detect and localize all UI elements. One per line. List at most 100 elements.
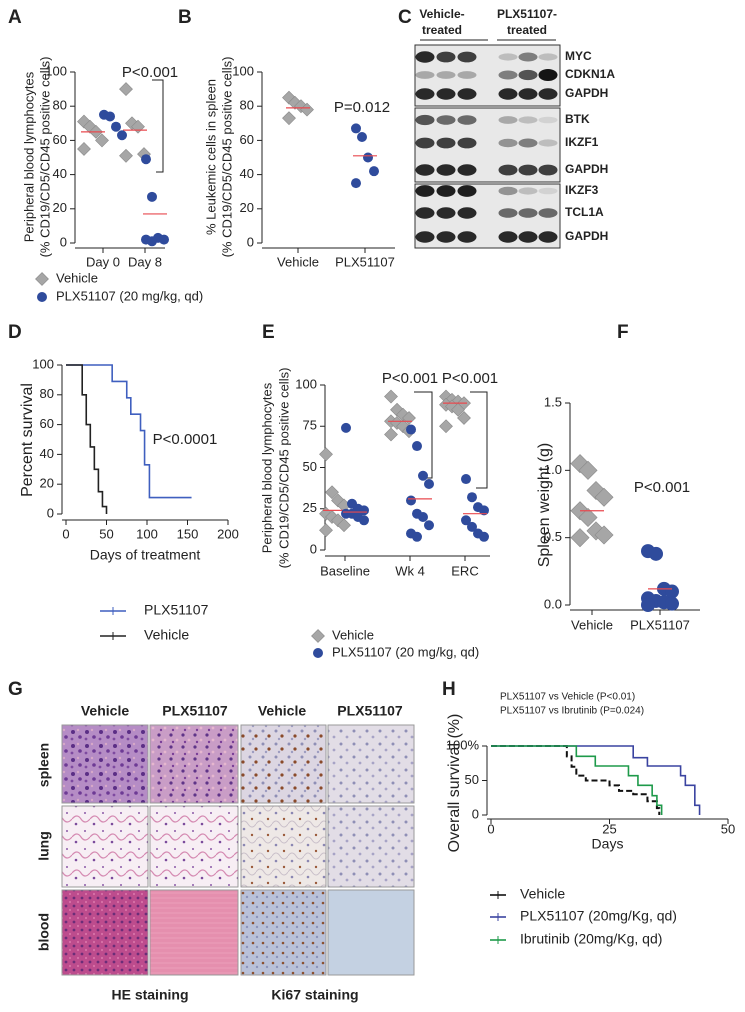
data-point — [665, 596, 679, 611]
blot-band — [498, 53, 518, 61]
row-label: spleen — [36, 743, 52, 787]
y-tick-label: 25 — [303, 500, 317, 515]
data-point — [461, 515, 471, 526]
y-tick-label: 1.0 — [544, 462, 562, 477]
data-point — [141, 154, 151, 165]
blot-group: treated — [507, 23, 547, 37]
annotation: P=0.012 — [334, 99, 390, 116]
legend-label: PLX51107 (20mg/Kg, qd) — [520, 908, 677, 924]
blot-row-label: CDKN1A — [565, 67, 615, 81]
blot-band — [457, 71, 477, 79]
data-point — [412, 441, 422, 452]
histology: Vehicle PLX51107 Vehicle PLX51107 spleen… — [36, 703, 415, 1003]
legend-label: Ibrutinib (20mg/Kg, qd) — [520, 931, 662, 947]
y-tick-label: 20 — [53, 200, 67, 215]
y-tick-label: 100% — [446, 737, 480, 752]
x-tick-label: Vehicle — [571, 617, 613, 632]
histology-image — [149, 889, 239, 976]
blot-band — [538, 231, 558, 243]
x-tick-label: 200 — [217, 526, 239, 541]
y-tick-label: 50 — [303, 459, 317, 474]
data-point — [111, 121, 121, 132]
data-point — [457, 411, 471, 425]
survival-line — [66, 364, 108, 514]
y-tick-label: 0 — [60, 234, 67, 249]
y-axis-title: Spleen weight (g) — [536, 443, 553, 568]
y-tick-label: 100 — [32, 356, 54, 371]
blot-band — [518, 164, 538, 176]
x-tick-label: Baseline — [320, 563, 370, 578]
blot-band — [457, 51, 477, 63]
blot-band — [538, 116, 558, 124]
blot-band — [415, 51, 435, 63]
blot-band — [518, 52, 538, 62]
blot-band — [518, 69, 538, 81]
data-point — [282, 111, 296, 126]
data-point — [424, 520, 434, 531]
blot-band — [518, 231, 538, 243]
blot-band — [415, 185, 435, 197]
blot-band — [538, 53, 558, 61]
blot-band — [498, 116, 518, 124]
column-header: PLX51107 — [337, 703, 403, 719]
blot-band — [457, 137, 477, 149]
x-tick-label: PLX51107 — [335, 254, 395, 269]
blot-band — [498, 164, 518, 176]
x-tick-label: Day 0 — [86, 254, 120, 269]
annotation: P<0.001 — [634, 479, 690, 496]
blot-band — [498, 231, 518, 243]
data-point — [351, 178, 361, 189]
data-point — [570, 528, 590, 548]
data-point — [578, 460, 598, 480]
annotation: P<0.001 — [442, 370, 498, 387]
data-point — [384, 427, 398, 442]
blot-band — [518, 187, 538, 195]
data-point — [412, 531, 422, 542]
data-point — [451, 402, 465, 417]
x-tick-label: 50 — [721, 821, 735, 836]
data-point — [424, 479, 434, 489]
blot-band — [518, 208, 538, 218]
data-point — [570, 454, 590, 474]
x-tick-label: 50 — [99, 526, 113, 541]
blot-headers: Vehicle- treated PLX51107- treated — [419, 7, 557, 41]
blot-row-label: TCL1A — [565, 205, 604, 219]
x-tick-label: 150 — [177, 526, 199, 541]
histology-image — [61, 724, 149, 804]
blot-band — [538, 139, 558, 147]
legend-marker — [37, 292, 47, 302]
blot-band — [415, 137, 435, 149]
y-tick-label: 60 — [240, 132, 254, 147]
blot-band — [436, 185, 456, 197]
data-point — [325, 485, 339, 500]
legend-label: PLX51107 (20 mg/kg, qd) — [56, 288, 203, 303]
panel-letter: G — [8, 679, 23, 700]
blot-band — [436, 88, 456, 100]
data-point — [479, 531, 489, 542]
histology-image — [61, 889, 149, 976]
blot-group: Vehicle- — [419, 7, 464, 21]
histology-image — [327, 724, 415, 804]
data-point — [418, 470, 428, 481]
blot-band — [457, 164, 477, 176]
annotation: PLX51107 vs Vehicle (P<0.01) — [500, 692, 635, 703]
y-tick-label: 80 — [240, 98, 254, 113]
y-axis-title: (% CD19/CD5/CD45 positive cells) — [37, 57, 52, 258]
data-point — [159, 234, 169, 245]
blot-band — [498, 138, 518, 148]
survival-line — [491, 745, 661, 815]
y-tick-label: 80 — [40, 386, 54, 401]
blot-row-label: MYC — [565, 49, 592, 63]
x-tick-label: ERC — [451, 563, 478, 578]
y-tick-label: 40 — [53, 166, 67, 181]
x-axis-title: Days — [592, 836, 624, 852]
row-label: blood — [36, 913, 52, 951]
x-tick-label: Wk 4 — [395, 563, 425, 578]
blot-band — [538, 164, 558, 176]
blot-band — [538, 208, 558, 218]
data-point — [418, 512, 428, 522]
data-point — [77, 142, 91, 156]
blot-band — [436, 137, 456, 149]
y-tick-label: 0 — [47, 505, 54, 520]
